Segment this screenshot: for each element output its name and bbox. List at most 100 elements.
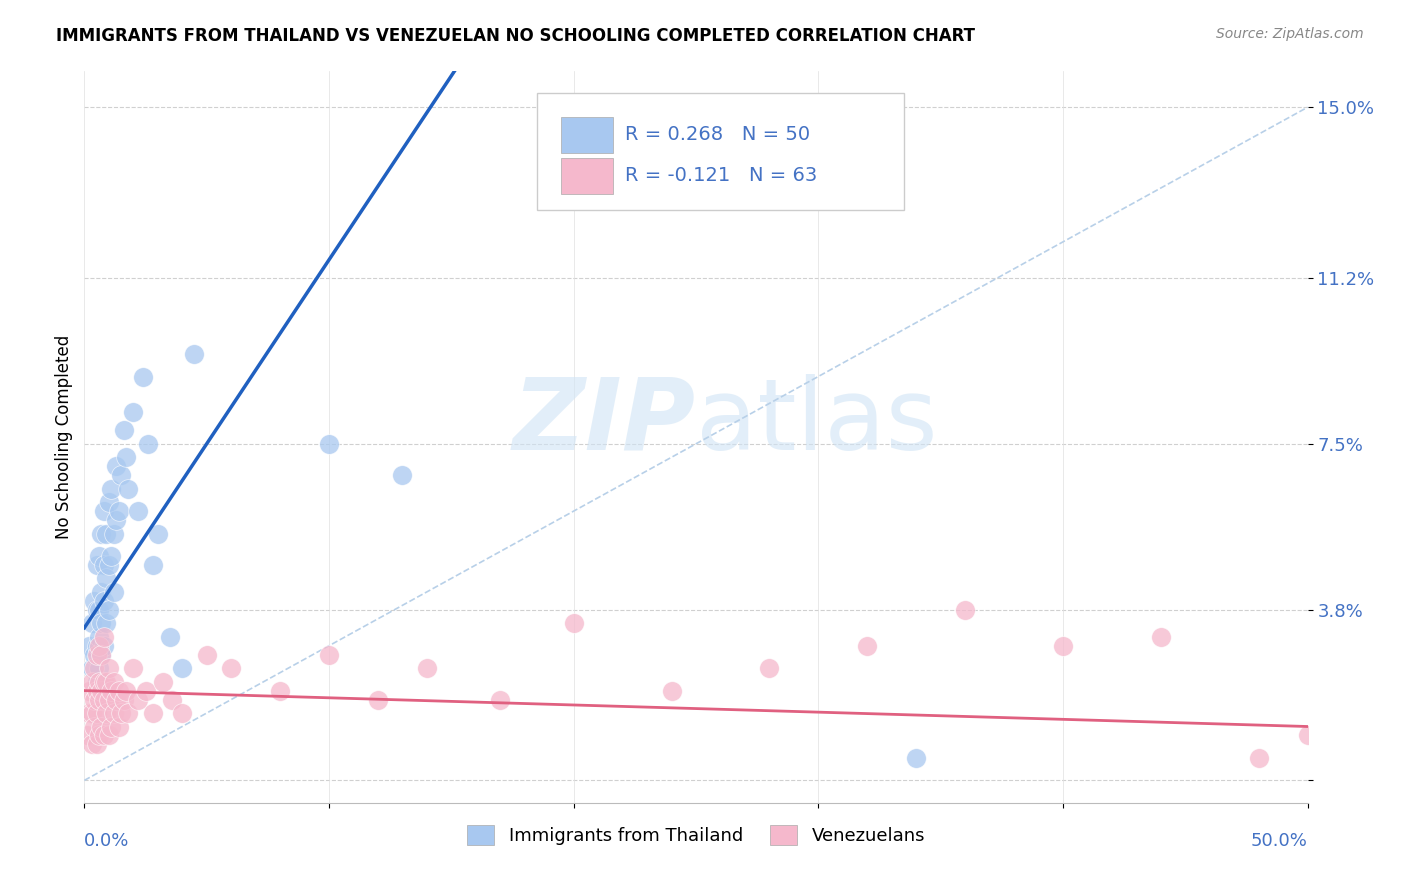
Point	[112, 423, 135, 437]
Point	[103, 706, 125, 720]
Point	[172, 661, 194, 675]
Point	[105, 692, 128, 706]
Text: IMMIGRANTS FROM THAILAND VS VENEZUELAN NO SCHOOLING COMPLETED CORRELATION CHART: IMMIGRANTS FROM THAILAND VS VENEZUELAN N…	[56, 27, 976, 45]
Point	[97, 603, 120, 617]
Point	[83, 661, 105, 675]
Point	[90, 648, 112, 662]
Point	[93, 729, 115, 743]
Point	[318, 648, 340, 662]
Point	[132, 369, 155, 384]
Point	[80, 616, 103, 631]
Point	[1296, 729, 1319, 743]
Point	[122, 661, 145, 675]
Point	[86, 683, 108, 698]
Point	[127, 504, 149, 518]
Point	[1247, 751, 1270, 765]
Point	[100, 683, 122, 698]
Point	[97, 661, 120, 675]
Point	[117, 706, 139, 720]
Point	[86, 738, 108, 752]
Point	[83, 594, 105, 608]
Point	[219, 661, 242, 675]
Point	[107, 719, 129, 733]
Point	[103, 585, 125, 599]
Point	[77, 639, 100, 653]
Point	[93, 558, 115, 572]
Point	[142, 558, 165, 572]
Point	[87, 692, 110, 706]
Point	[100, 719, 122, 733]
Point	[86, 706, 108, 720]
Point	[97, 692, 120, 706]
FancyBboxPatch shape	[561, 158, 613, 194]
Point	[135, 683, 157, 698]
Point	[562, 616, 585, 631]
Point	[1052, 639, 1074, 653]
Point	[97, 729, 120, 743]
Point	[96, 706, 118, 720]
FancyBboxPatch shape	[561, 118, 613, 153]
Point	[100, 482, 122, 496]
Point	[115, 683, 138, 698]
Point	[90, 616, 112, 631]
Legend: Immigrants from Thailand, Venezuelans: Immigrants from Thailand, Venezuelans	[460, 818, 932, 852]
Point	[80, 661, 103, 675]
Point	[93, 692, 115, 706]
Point	[87, 729, 110, 743]
Point	[90, 719, 112, 733]
Point	[76, 729, 98, 743]
Point	[953, 603, 976, 617]
Text: 0.0%: 0.0%	[84, 832, 129, 850]
Point	[93, 630, 115, 644]
Point	[115, 450, 138, 465]
Point	[93, 674, 115, 689]
Text: 50.0%: 50.0%	[1251, 832, 1308, 850]
Point	[416, 661, 439, 675]
Point	[367, 692, 389, 706]
Point	[107, 504, 129, 518]
Point	[90, 648, 112, 662]
Point	[162, 692, 184, 706]
Point	[105, 459, 128, 474]
Point	[90, 585, 112, 599]
Point	[195, 648, 218, 662]
Point	[391, 468, 413, 483]
Point	[136, 437, 159, 451]
Point	[90, 683, 112, 698]
Point	[86, 603, 108, 617]
Point	[80, 674, 103, 689]
Text: R = 0.268   N = 50: R = 0.268 N = 50	[626, 126, 810, 145]
Point	[103, 674, 125, 689]
Point	[97, 558, 120, 572]
Point	[87, 674, 110, 689]
Point	[87, 661, 110, 675]
Point	[100, 549, 122, 563]
Point	[93, 639, 115, 653]
Point	[97, 495, 120, 509]
Point	[758, 661, 780, 675]
Point	[105, 513, 128, 527]
Point	[93, 504, 115, 518]
Point	[83, 719, 105, 733]
Text: R = -0.121   N = 63: R = -0.121 N = 63	[626, 166, 817, 185]
Point	[183, 347, 205, 361]
Text: ZIP: ZIP	[513, 374, 696, 471]
Point	[142, 706, 165, 720]
Point	[87, 549, 110, 563]
Point	[83, 692, 105, 706]
Point	[96, 674, 118, 689]
Point	[318, 437, 340, 451]
Point	[96, 616, 118, 631]
Point	[93, 594, 115, 608]
FancyBboxPatch shape	[537, 94, 904, 211]
Point	[661, 683, 683, 698]
Point	[86, 674, 108, 689]
Point	[86, 639, 108, 653]
Point	[117, 482, 139, 496]
Point	[172, 706, 194, 720]
Point	[80, 738, 103, 752]
Point	[146, 526, 169, 541]
Point	[122, 405, 145, 419]
Point	[83, 648, 105, 662]
Point	[87, 603, 110, 617]
